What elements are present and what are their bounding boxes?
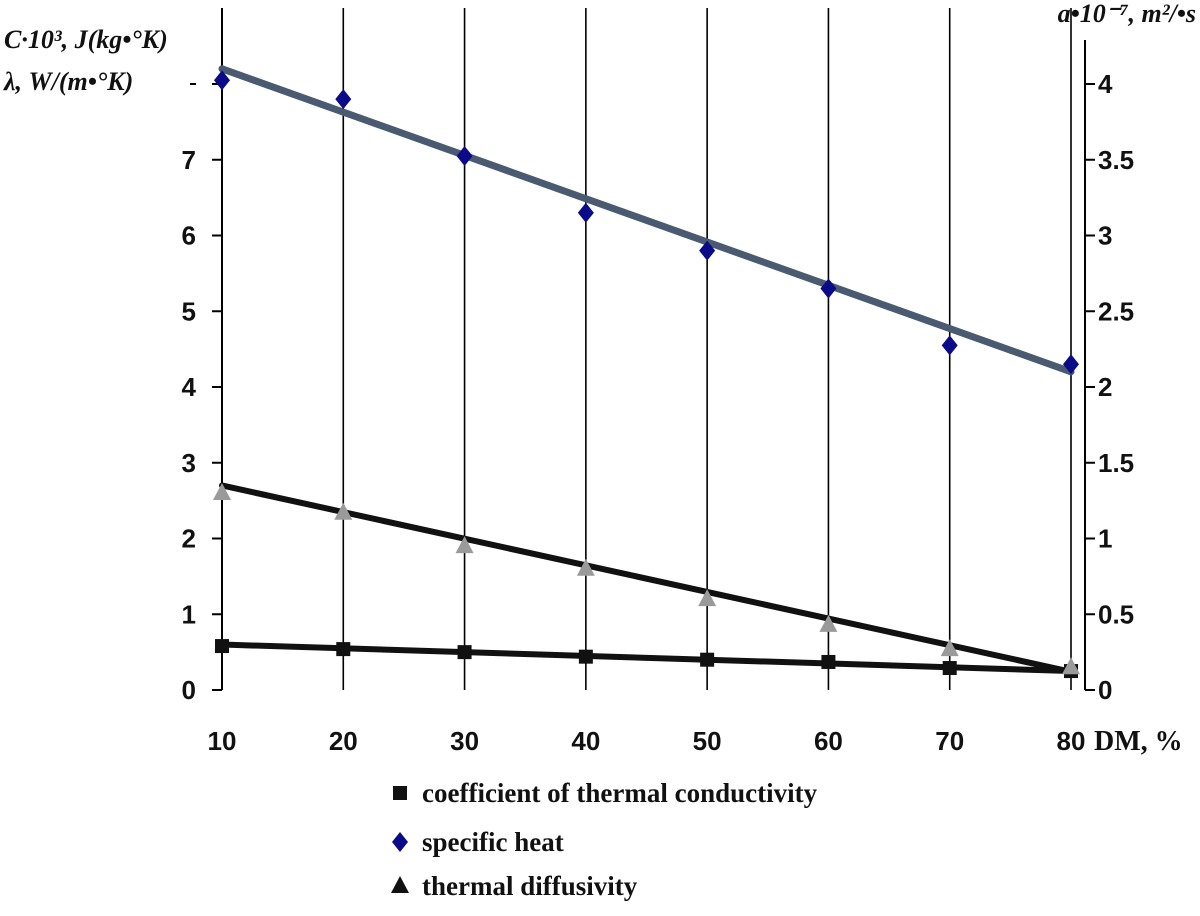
marker-diamond-2 (456, 145, 473, 166)
marker-diamond-3 (577, 202, 594, 223)
x-tick-label-7: 80 (1057, 726, 1086, 756)
left-y-tick-labels: 0 1 2 3 4 5 6 7 (182, 83, 222, 705)
marker-square-6 (942, 661, 957, 676)
data-markers (213, 70, 1080, 679)
vertical-gridlines (221, 8, 1086, 690)
marker-diamond-0 (214, 70, 230, 91)
marker-square-3 (578, 649, 593, 664)
left-axis-title-line1: C·10³, J(kg•°K) (4, 25, 168, 54)
legend-marker-0 (393, 786, 407, 800)
marker-diamond-6 (941, 335, 958, 356)
x-tick-label-5: 60 (814, 726, 843, 756)
left-tick-label-5: 5 (182, 296, 196, 326)
legend-label-1: specific heat (422, 827, 564, 857)
right-tick-label-6: 3 (1098, 221, 1112, 251)
right-axis-title: a•10⁻⁷, m²/•s (1058, 0, 1196, 28)
right-tick-label-5: 2.5 (1098, 296, 1134, 326)
marker-triangle-0 (213, 483, 231, 501)
left-tick-label-1: 1 (182, 599, 196, 629)
x-tick-label-4: 50 (693, 726, 722, 756)
marker-diamond-1 (335, 89, 352, 110)
trendline-2 (219, 482, 1074, 675)
trendline-0 (219, 641, 1074, 675)
left-tick-label-3: 3 (182, 448, 196, 478)
marker-diamond-5 (820, 278, 837, 299)
x-tick-label-2: 30 (450, 726, 479, 756)
x-axis-label: DM, % (1094, 726, 1183, 757)
right-tick-label-0: 0 (1098, 675, 1112, 705)
right-y-tick-labels: 0 0.5 1 1.5 2 2.5 3 3.5 4 (1085, 69, 1134, 705)
right-tick-label-2: 1 (1098, 524, 1112, 554)
marker-square-1 (336, 642, 351, 657)
marker-square-5 (821, 654, 836, 669)
left-tick-label-7: 7 (182, 145, 196, 175)
marker-triangle-5 (819, 614, 838, 632)
right-tick-label-8: 4 (1098, 69, 1113, 99)
left-tick-label-4: 4 (182, 372, 197, 402)
marker-triangle-4 (698, 589, 717, 607)
marker-triangle-2 (455, 536, 474, 554)
left-tick-label-0: 0 (182, 675, 196, 705)
trend-lines (218, 65, 1075, 675)
trendline-1 (218, 65, 1075, 376)
marker-square-4 (700, 652, 715, 667)
right-tick-label-4: 2 (1098, 372, 1112, 402)
x-tick-label-0: 10 (208, 726, 237, 756)
right-tick-label-3: 1.5 (1098, 448, 1134, 478)
legend-marker-1 (392, 832, 408, 852)
legend: coefficient of thermal conductivity speci… (391, 778, 818, 901)
x-tick-label-1: 20 (329, 726, 358, 756)
legend-label-0: coefficient of thermal conductivity (422, 778, 818, 808)
left-tick-label-2: 2 (182, 524, 196, 554)
x-tick-label-6: 70 (935, 726, 964, 756)
left-axis-title-line2: λ, W/(m•°K) (3, 67, 133, 96)
legend-marker-2 (391, 876, 409, 893)
marker-triangle-6 (940, 639, 959, 657)
marker-triangle-3 (576, 558, 595, 576)
marker-diamond-4 (699, 240, 716, 261)
right-tick-label-7: 3.5 (1098, 145, 1134, 175)
marker-triangle-7 (1062, 657, 1080, 675)
right-tick-label-1: 0.5 (1098, 599, 1134, 629)
marker-diamond-7 (1063, 354, 1079, 375)
left-tick-label-6: 6 (182, 221, 196, 251)
marker-triangle-1 (334, 502, 353, 520)
x-tick-label-3: 40 (571, 726, 600, 756)
legend-label-2: thermal diffusivity (422, 871, 638, 901)
x-tick-labels: 10 20 30 40 50 60 70 80 (208, 726, 1086, 756)
marker-square-0 (215, 639, 229, 654)
marker-square-2 (457, 645, 472, 660)
